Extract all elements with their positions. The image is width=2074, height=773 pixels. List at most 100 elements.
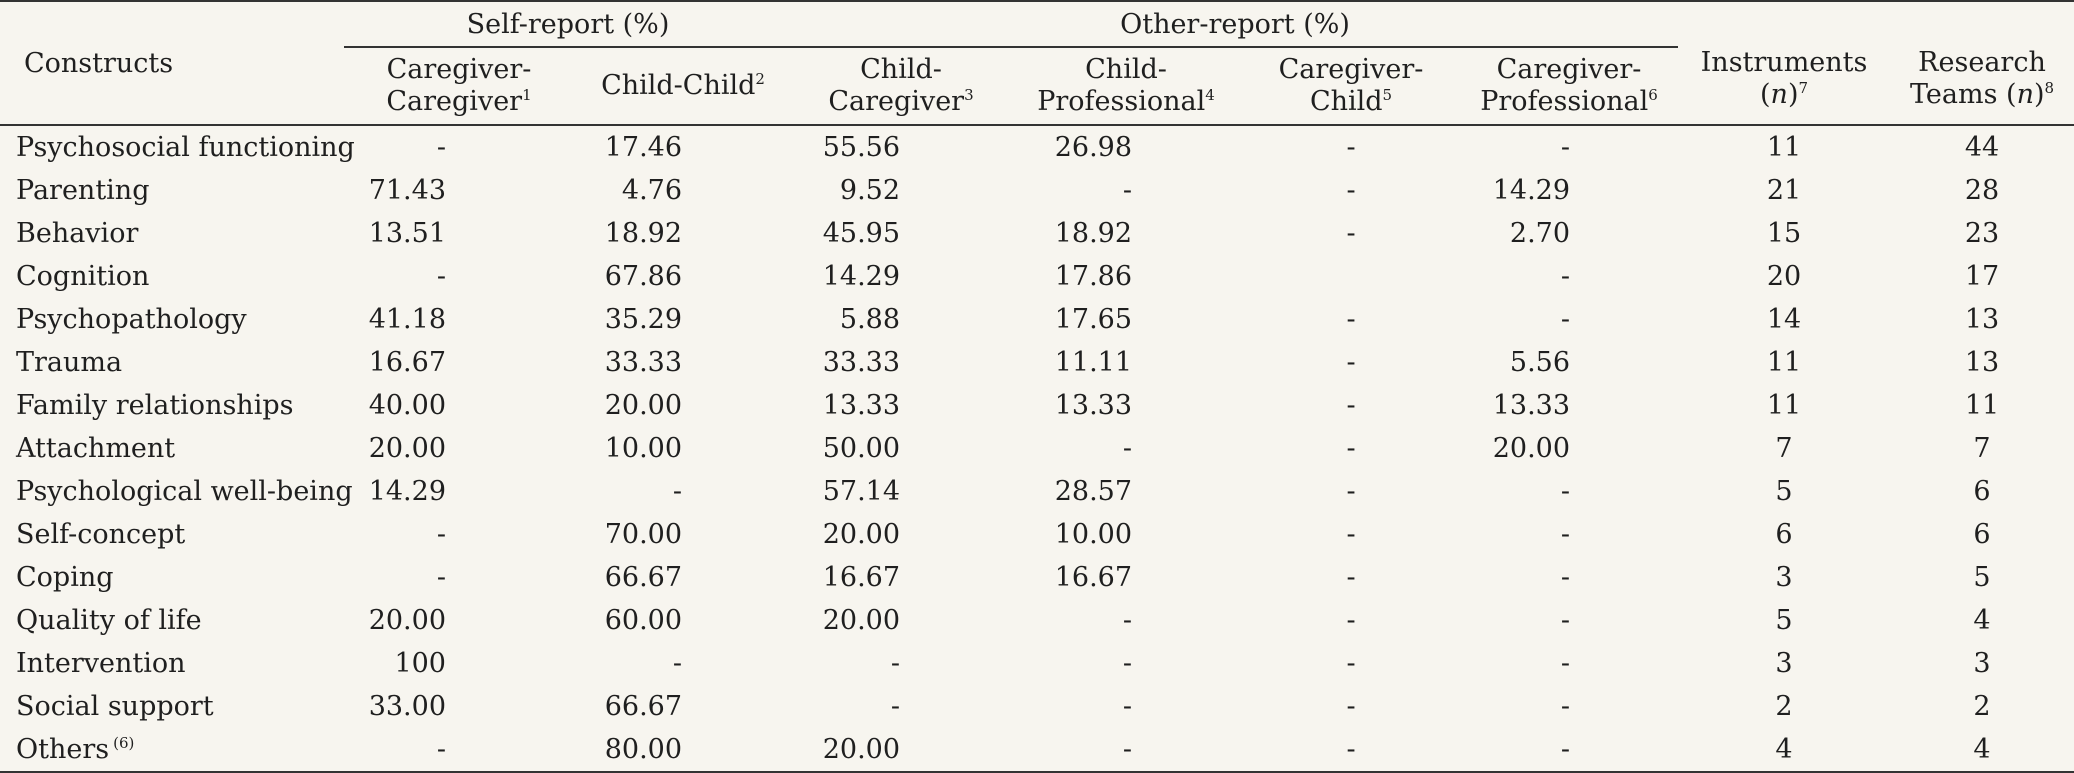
footnote-mark: 2 bbox=[755, 70, 765, 88]
table-cell: 13.51 bbox=[368, 218, 446, 249]
construct-label: Social support bbox=[16, 691, 214, 722]
table-cell: - bbox=[1346, 218, 1356, 249]
table-cell: 16.67 bbox=[368, 347, 446, 378]
table-cell: - bbox=[1346, 605, 1356, 636]
col-header-caregiver-caregiver: Caregiver- Caregiver1 bbox=[344, 47, 574, 126]
table-cell: - bbox=[1346, 476, 1356, 507]
table-cell: 5 bbox=[1775, 605, 1793, 636]
other-report-header: Other-report (%) bbox=[792, 0, 1679, 48]
table-row: Family relationships 40.00 20.00 13.33 13.33… bbox=[0, 384, 2074, 427]
table-row: Psychological well-being 14.29 - 57.14 28.57… bbox=[0, 470, 2074, 513]
table-cell: 23 bbox=[1964, 218, 2000, 249]
paren-close: ) bbox=[1787, 79, 1799, 110]
construct-name: Parenting bbox=[0, 169, 344, 212]
construct-label: Quality of life bbox=[16, 605, 202, 636]
col-header-line2: Professional bbox=[1037, 86, 1206, 117]
construct-name: Attachment bbox=[0, 427, 344, 470]
table-cell: 4 bbox=[1890, 728, 2074, 773]
constructs-header: Constructs bbox=[0, 0, 344, 126]
table-cell: 14.29 bbox=[368, 476, 446, 507]
table-cell: 33.00 bbox=[368, 691, 446, 722]
table-cell: 2.70 bbox=[1509, 218, 1571, 249]
construct-label: Parenting bbox=[16, 175, 150, 206]
table-cell: - bbox=[1346, 691, 1356, 722]
table-cell: - bbox=[1560, 605, 1571, 636]
table-cell: - bbox=[1122, 175, 1133, 206]
construct-label: Intervention bbox=[16, 648, 186, 679]
table-cell: - bbox=[1346, 562, 1356, 593]
construct-name: Others (6) bbox=[0, 728, 344, 773]
table-cell: - bbox=[436, 132, 446, 163]
table-cell: - bbox=[1346, 304, 1356, 335]
table-cell: 13.33 bbox=[1492, 390, 1571, 421]
table-cell bbox=[1242, 255, 1460, 298]
table-cell: - bbox=[1122, 433, 1133, 464]
table-row: Others (6) -80.00 20.00- - -4 4 bbox=[0, 728, 2074, 773]
table-cell: 20.00 bbox=[368, 605, 446, 636]
table-cell: 28 bbox=[1964, 175, 2000, 206]
table-cell: 33.33 bbox=[822, 347, 901, 378]
table-cell: 5.56 bbox=[1509, 347, 1571, 378]
table-cell: 17.46 bbox=[604, 132, 683, 163]
table-cell: - bbox=[1560, 562, 1571, 593]
table-cell: - bbox=[890, 691, 901, 722]
table-cell: 44 bbox=[1964, 132, 2000, 163]
table-cell: 4 bbox=[1973, 605, 1991, 636]
col-header-child-child: Child-Child2 bbox=[574, 47, 793, 126]
footnote-mark: 3 bbox=[964, 86, 974, 104]
table-cell: 5.88 bbox=[839, 304, 901, 335]
table-cell: - bbox=[1560, 132, 1571, 163]
table-cell: 6 bbox=[1775, 519, 1793, 550]
table-cell: 10.00 bbox=[604, 433, 683, 464]
table-cell: 18.92 bbox=[1054, 218, 1133, 249]
table-cell: - bbox=[1560, 648, 1571, 679]
table-cell: 71.43 bbox=[368, 175, 446, 206]
construct-name: Cognition bbox=[0, 255, 344, 298]
construct-name: Psychopathology bbox=[0, 298, 344, 341]
footnote-mark: 7 bbox=[1798, 79, 1809, 97]
table-row: Self-concept - 70.00 20.00 10.00 - - 6 6 bbox=[0, 513, 2074, 556]
table-cell: 11 bbox=[1766, 132, 1802, 163]
construct-name: Trauma bbox=[0, 341, 344, 384]
col-header-line2: Child-Child bbox=[601, 70, 756, 101]
table-cell: 21 bbox=[1766, 175, 1802, 206]
table-cell: - bbox=[1460, 728, 1679, 773]
table-row: Behavior 13.51 18.92 45.95 18.92 - 2.70 15 23 bbox=[0, 212, 2074, 255]
col-header-line2: Caregiver bbox=[386, 86, 523, 117]
table-cell: - bbox=[436, 562, 446, 593]
table-cell: - bbox=[1346, 519, 1356, 550]
table-cell: - bbox=[672, 648, 683, 679]
table-cell: 9.52 bbox=[839, 175, 901, 206]
col-header-line1: Child- bbox=[1085, 54, 1167, 85]
table-cell: 13.33 bbox=[822, 390, 901, 421]
table-cell: 15 bbox=[1766, 218, 1802, 249]
table-cell: 20.00 bbox=[822, 519, 901, 550]
table-cell: 57.14 bbox=[822, 476, 901, 507]
table-cell: 2 bbox=[1775, 691, 1793, 722]
col-header-line1: Instruments bbox=[1700, 47, 1868, 78]
table-body: Psychosocial functioning -17.46 55.56 26.98… bbox=[0, 125, 2074, 773]
table-cell: 20.00 bbox=[368, 433, 446, 464]
table-cell: 7 bbox=[1775, 433, 1793, 464]
table-cell: - bbox=[672, 476, 683, 507]
table-cell: - bbox=[1560, 261, 1571, 292]
table-cell: 20.00 bbox=[1492, 433, 1571, 464]
paren-close: ) bbox=[2033, 79, 2045, 110]
construct-label: Others bbox=[16, 734, 110, 765]
table-cell: 10.00 bbox=[1054, 519, 1133, 550]
table-cell: - bbox=[1242, 728, 1461, 773]
construct-name: Self-concept bbox=[0, 513, 344, 556]
col-header-caregiver-professional: Caregiver- Professional6 bbox=[1460, 47, 1679, 126]
col-header-line2: Teams ( bbox=[1909, 79, 2017, 110]
table-cell: 14 bbox=[1766, 304, 1802, 335]
table-cell: 4.76 bbox=[621, 175, 683, 206]
table-cell: 60.00 bbox=[604, 605, 683, 636]
table-cell: 14.29 bbox=[1492, 175, 1571, 206]
table-row: Psychosocial functioning - 17.46 55.56 26.98… bbox=[0, 125, 2074, 169]
table-cell: 66.67 bbox=[604, 562, 683, 593]
table-cell: - bbox=[1122, 691, 1133, 722]
col-header-line1: Caregiver- bbox=[1496, 54, 1642, 85]
table-cell: - bbox=[1346, 648, 1356, 679]
col-header-line1: Caregiver- bbox=[1278, 54, 1424, 85]
table-row: Attachment 20.00 10.00 50.00 - - 20.00 7 7 bbox=[0, 427, 2074, 470]
